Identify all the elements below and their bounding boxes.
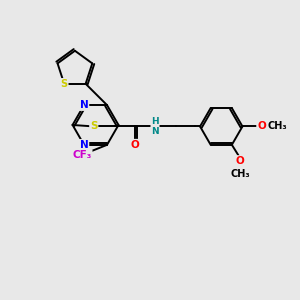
Text: S: S <box>90 122 98 131</box>
Text: O: O <box>130 140 140 150</box>
Text: S: S <box>61 79 68 89</box>
Text: CH₃: CH₃ <box>230 169 250 179</box>
Text: O: O <box>236 156 244 166</box>
Text: CF₃: CF₃ <box>72 150 92 160</box>
Text: O: O <box>257 122 266 131</box>
Text: H
N: H N <box>151 117 159 136</box>
Text: CH₃: CH₃ <box>268 122 288 131</box>
Text: N: N <box>80 140 88 150</box>
Text: N: N <box>80 100 88 110</box>
